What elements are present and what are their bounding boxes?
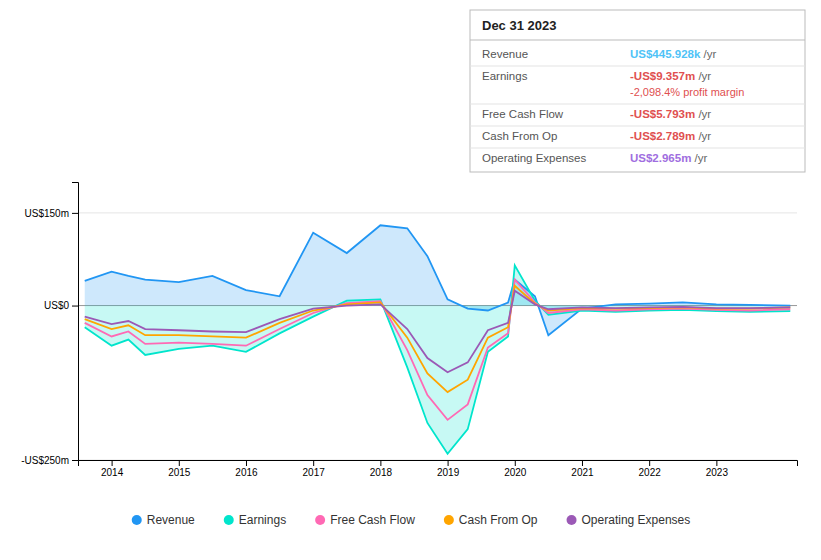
- chart-container: 2014 2015 2016 2017 2018 2019 2020 2021 2022 2023…: [0, 0, 821, 560]
- legend-label: Free Cash Flow: [330, 513, 415, 527]
- info-label: Operating Expenses: [482, 152, 586, 164]
- x-axis: 2014 2015 2016 2017 2018 2019 2020 2021 2022 2023: [79, 460, 798, 478]
- info-value-line: -US$5.793m /yr: [630, 108, 711, 120]
- x-tick-label: 2017: [303, 467, 326, 478]
- x-tick-mark: [448, 460, 449, 466]
- x-tick-mark: [179, 460, 180, 466]
- info-value: US$445.928k: [630, 48, 701, 60]
- legend-item: Revenue: [132, 513, 195, 527]
- x-tick: 2019: [437, 460, 460, 478]
- x-tick-label: 2022: [639, 467, 662, 478]
- x-tick: 2020: [504, 460, 527, 478]
- y-tick: US$0: [44, 300, 78, 311]
- x-tick-mark: [716, 460, 717, 466]
- info-value-line: -US$2.789m /yr: [630, 130, 711, 142]
- y-tick-mark: [72, 306, 78, 307]
- x-tick-label: 2021: [571, 467, 594, 478]
- area: [85, 265, 791, 453]
- y-tick: US$150m: [25, 208, 78, 219]
- info-value: -US$9.357m: [630, 70, 695, 82]
- y-axis: -US$250m US$0 US$150m: [21, 183, 78, 466]
- info-suffix: /yr: [695, 70, 711, 82]
- legend-item: Free Cash Flow: [315, 513, 415, 527]
- x-tick: 2017: [303, 460, 326, 478]
- x-tick-mark: [582, 460, 583, 466]
- y-tick: -US$250m: [21, 455, 78, 466]
- info-row-separator: [470, 66, 805, 67]
- grid-line: [78, 212, 797, 213]
- x-axis-line: [79, 461, 798, 467]
- info-value: -US$2.789m: [630, 130, 695, 142]
- x-tick-label: 2023: [706, 467, 729, 478]
- plot-area: [85, 225, 791, 454]
- x-tick-mark: [380, 460, 381, 466]
- x-tick: 2022: [639, 460, 662, 478]
- legend-label: Revenue: [147, 513, 195, 527]
- info-box-frame: [470, 10, 805, 172]
- legend-item: Cash From Op: [444, 513, 538, 527]
- x-tick-mark: [112, 460, 113, 466]
- x-tick: 2021: [571, 460, 594, 478]
- line: [85, 286, 791, 392]
- legend-item: Earnings: [224, 513, 286, 527]
- legend-swatch: [444, 515, 454, 525]
- info-value-line: US$2.965m /yr: [630, 152, 708, 164]
- chart-svg: 2014 2015 2016 2017 2018 2019 2020 2021 2022 2023…: [0, 0, 821, 560]
- x-tick-mark: [649, 460, 650, 466]
- x-tick: 2023: [706, 460, 729, 478]
- info-row-separator: [470, 104, 805, 105]
- title: Dec 31 2023: [482, 18, 556, 33]
- info-suffix: /yr: [695, 108, 711, 120]
- grid: [78, 213, 797, 460]
- x-tick-label: 2016: [235, 467, 258, 478]
- x-tick-mark: [246, 460, 247, 466]
- info-separator: [470, 40, 805, 41]
- info-label: Earnings: [482, 70, 528, 82]
- line: [85, 265, 791, 453]
- y-axis-line: [72, 183, 79, 461]
- info-value-line: US$445.928k /yr: [630, 48, 716, 60]
- info-extra: -2,098.4% profit margin: [630, 86, 744, 98]
- x-tick-label: 2015: [168, 467, 191, 478]
- info-label: Free Cash Flow: [482, 108, 564, 120]
- info-box: Dec 31 2023 Revenue US$445.928k /yr Earning…: [470, 10, 805, 172]
- legend-swatch: [567, 515, 577, 525]
- info-value-line: -US$9.357m /yr: [630, 70, 711, 82]
- x-tick-mark: [313, 460, 314, 466]
- info-row-separator: [470, 126, 805, 127]
- info-suffix: /yr: [695, 130, 711, 142]
- info-row-separator: [470, 148, 805, 149]
- y-tick-mark: [72, 460, 78, 461]
- info-suffix: /yr: [700, 48, 716, 60]
- x-tick-mark: [515, 460, 516, 466]
- y-tick-label: US$0: [44, 300, 69, 311]
- x-tick-label: 2014: [101, 467, 124, 478]
- x-tick: 2014: [101, 460, 124, 478]
- legend: Revenue Earnings Free Cash Flow Cash From O…: [132, 513, 691, 527]
- info-label: Cash From Op: [482, 130, 557, 142]
- x-tick-label: 2018: [370, 467, 393, 478]
- line: [85, 291, 791, 373]
- info-label: Revenue: [482, 48, 528, 60]
- line: [85, 280, 791, 420]
- legend-label: Earnings: [239, 513, 286, 527]
- legend-swatch: [132, 515, 142, 525]
- info-value: US$2.965m: [630, 152, 691, 164]
- line: [85, 225, 791, 335]
- y-tick-label: US$150m: [25, 208, 69, 219]
- x-tick: 2016: [235, 460, 258, 478]
- x-tick: 2018: [370, 460, 393, 478]
- y-tick-mark: [72, 213, 78, 214]
- info-value: -US$5.793m: [630, 108, 695, 120]
- legend-swatch: [224, 515, 234, 525]
- legend-item: Operating Expenses: [567, 513, 691, 527]
- x-tick-label: 2020: [504, 467, 527, 478]
- y-tick-label: -US$250m: [21, 455, 69, 466]
- info-suffix: /yr: [691, 152, 707, 164]
- x-tick-label: 2019: [437, 467, 460, 478]
- legend-swatch: [315, 515, 325, 525]
- x-tick: 2015: [168, 460, 191, 478]
- legend-label: Cash From Op: [459, 513, 538, 527]
- legend-label: Operating Expenses: [582, 513, 691, 527]
